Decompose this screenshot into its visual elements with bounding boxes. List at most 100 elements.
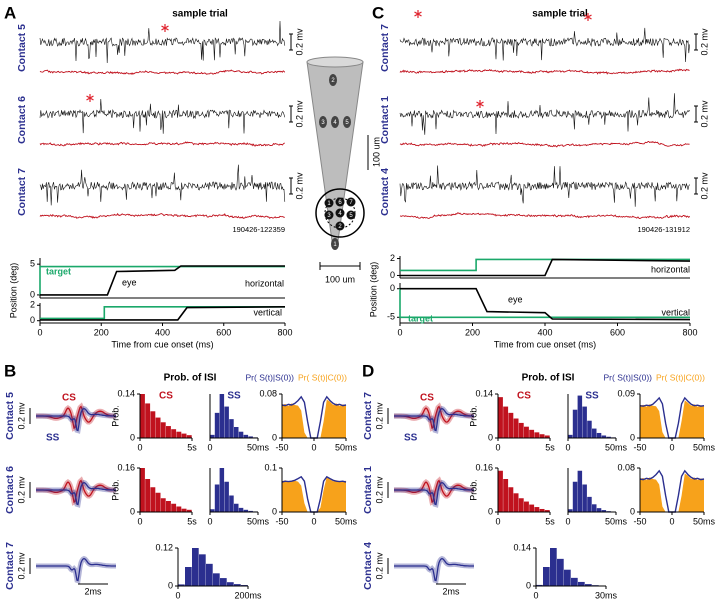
y-tick-label: 0: [488, 432, 493, 442]
y-tick-label: 0: [168, 580, 173, 590]
histogram-bar: [181, 433, 187, 438]
x-tick-label: -50: [275, 516, 288, 526]
histogram-bar: [592, 428, 597, 438]
waveform: [394, 481, 474, 506]
scale-label: 0.2 mv: [294, 28, 304, 56]
time-scale-label: 2ms: [442, 586, 460, 596]
histogram-bar: [213, 573, 220, 586]
histogram-bar: [229, 495, 234, 512]
correlogram-area: [282, 476, 346, 512]
electrode-label: 2: [331, 78, 335, 84]
histogram-bar: [596, 432, 602, 438]
histogram-bar: [536, 584, 543, 586]
voltage-trace: [399, 27, 690, 63]
x-tick-label: 0: [495, 442, 500, 452]
width-scale-label: 100 um: [325, 274, 355, 284]
electrode-label: 4: [333, 120, 337, 126]
histogram-bar: [577, 470, 583, 512]
contact-label: Contact 4: [362, 542, 374, 590]
array-label: 1: [327, 201, 331, 207]
x-tick-label: 600: [216, 327, 231, 337]
position-trace: [400, 258, 691, 277]
filtered-trace: [399, 212, 690, 220]
voltage-trace: [39, 98, 286, 134]
histogram-bar: [234, 584, 241, 586]
array-electrode: [335, 197, 345, 207]
filtered-trace: [399, 68, 690, 75]
contact-label: Contact 4: [379, 168, 391, 216]
x-tick-label: 0: [495, 516, 500, 526]
x-tick-label: -50: [275, 442, 288, 452]
histogram-bar: [498, 470, 503, 512]
x-tick-label: 50ms: [335, 516, 358, 526]
histogram-bar: [582, 406, 587, 438]
x-tick-label: 600: [610, 327, 625, 337]
histogram-bar: [166, 501, 171, 512]
histogram-bar: [524, 501, 529, 512]
y-tick-label: 0: [130, 432, 135, 442]
x-tick-label: 0: [311, 442, 316, 452]
histogram-bar: [568, 434, 573, 438]
x-tick-label: 0: [207, 442, 212, 452]
array-electrode: [346, 210, 356, 220]
legend-entry: Pr( S(t)|C(0)): [298, 372, 347, 382]
histogram-bar: [596, 508, 602, 512]
histogram-bar: [155, 492, 161, 512]
histogram-bar: [227, 582, 234, 586]
histogram-bar: [508, 412, 514, 438]
star-marker: [86, 95, 94, 101]
recording-id: 190426-122359: [232, 225, 285, 234]
y-tick-label: 0.12: [155, 542, 173, 552]
scale-label: 0.2 mv: [16, 552, 26, 580]
y-tick-label: 0.08: [259, 388, 277, 398]
y-tick-label: 0: [390, 270, 395, 280]
histogram-bar: [140, 394, 145, 438]
y-tick-label: 0: [272, 432, 277, 442]
isi-title: Prob. of ISI: [164, 373, 217, 384]
waveform: [36, 407, 116, 432]
x-tick-label: 5s: [187, 516, 197, 526]
x-tick-label: 0: [397, 327, 402, 337]
histogram-bar: [140, 468, 145, 512]
y-tick-label: 0.08: [617, 462, 635, 472]
histogram-bar: [606, 436, 611, 438]
trace-label: target: [46, 266, 71, 276]
x-tick-label: -50: [633, 516, 646, 526]
cone: [306, 61, 364, 249]
y-tick-label: 2: [390, 253, 395, 263]
histogram-bar: [544, 510, 550, 512]
filtered-trace: [39, 141, 285, 147]
histogram-bar: [601, 510, 607, 512]
histogram-title: CS: [159, 391, 173, 402]
y-tick-label: 0.16: [117, 462, 135, 472]
histogram-bar: [587, 496, 592, 512]
histogram-bar: [186, 435, 192, 438]
histogram-bar: [224, 481, 229, 512]
x-tick-label: 50ms: [605, 516, 628, 526]
y-axis-label: Position (deg): [8, 263, 18, 319]
x-tick-label: 0: [669, 516, 674, 526]
legend-entry: Pr( S(t)|S(0)): [246, 372, 295, 382]
y-tick-label: 0.09: [617, 388, 635, 398]
waveform: [36, 557, 116, 582]
histogram-bar: [234, 427, 239, 438]
y-axis-label: Position (deg): [368, 262, 378, 318]
electrode-label: 1: [333, 242, 337, 248]
contact-label: Contact 6: [16, 96, 28, 144]
waveform: [394, 407, 474, 432]
histogram-bar: [539, 508, 545, 512]
histogram-bar: [544, 435, 550, 438]
histogram-bar: [176, 431, 182, 438]
scale-label: 0.2 mv: [374, 552, 384, 580]
histogram-bar: [238, 431, 244, 438]
contact-label: Contact 5: [4, 392, 16, 440]
recording-id: 190426-131912: [637, 225, 690, 234]
histogram-bar: [539, 434, 545, 438]
histogram-bar: [206, 563, 213, 586]
panel-letter: A: [4, 3, 16, 22]
electrode-label: 5: [345, 120, 349, 126]
trace-label: eye: [508, 294, 523, 304]
x-tick-label: 400: [537, 327, 552, 337]
scale-label: 0.2 mv: [374, 402, 384, 430]
histogram-bar: [503, 479, 509, 512]
